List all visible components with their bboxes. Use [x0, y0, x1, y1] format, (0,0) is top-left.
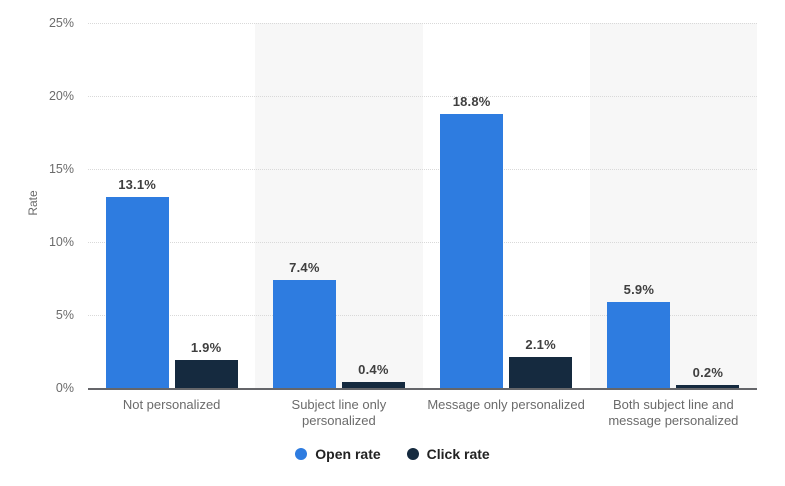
y-axis-title: Rate — [26, 190, 40, 216]
bar-open-rate-3[interactable] — [607, 301, 671, 388]
bar-value-label: 1.9% — [190, 340, 222, 356]
bar-open-rate-0[interactable] — [105, 196, 169, 388]
legend-item-label: Open rate — [315, 446, 381, 462]
bar-value-label: 2.1% — [525, 337, 556, 353]
gridline — [88, 23, 757, 24]
bar-click-rate-3[interactable] — [676, 385, 740, 388]
bar-open-rate-2[interactable] — [440, 113, 504, 388]
bar-open-rate-1[interactable] — [272, 279, 336, 388]
gridline — [88, 169, 757, 170]
y-tick-label: 15% — [48, 162, 74, 176]
x-category-label: Both subject line and message personaliz… — [608, 397, 739, 428]
bar-value-label: 0.4% — [358, 362, 389, 378]
bar-click-rate-0[interactable] — [174, 360, 238, 388]
bar-value-label: 13.1% — [118, 176, 157, 192]
x-axis-line — [88, 388, 757, 390]
bar-value-label: 0.2% — [692, 365, 724, 381]
legend-item-click-rate[interactable]: Click rate — [406, 446, 490, 462]
legend-item-open-rate[interactable]: Open rate — [295, 446, 381, 462]
gridline — [88, 242, 757, 243]
legend-item-label: Click rate — [426, 446, 490, 462]
x-category-label: Subject line only personalized — [291, 397, 387, 428]
legend-marker-icon — [406, 448, 419, 460]
x-category-label: Not personalized — [122, 397, 221, 412]
bar-click-rate-2[interactable] — [509, 357, 573, 388]
legend-marker-icon — [295, 448, 308, 460]
y-tick-label: 5% — [55, 308, 74, 322]
y-tick-label: 10% — [48, 235, 74, 249]
legend: Open rate Click rate — [0, 446, 785, 462]
y-tick-label: 0% — [55, 381, 74, 395]
gridline — [88, 315, 757, 316]
plot-area: 13.1% 7.4% 18.8% 5.9% 1.9% 0.4% 2.1% 0.2% — [88, 23, 757, 390]
bar-click-rate-1[interactable] — [341, 382, 405, 388]
bar-value-label: 5.9% — [623, 281, 655, 297]
y-tick-label: 25% — [48, 16, 74, 30]
y-tick-label: 20% — [48, 89, 74, 103]
x-category-label: Message only personalized — [427, 397, 585, 412]
gridline — [88, 96, 757, 97]
bar-value-label: 7.4% — [289, 259, 320, 275]
bar-value-label: 18.8% — [452, 93, 491, 109]
